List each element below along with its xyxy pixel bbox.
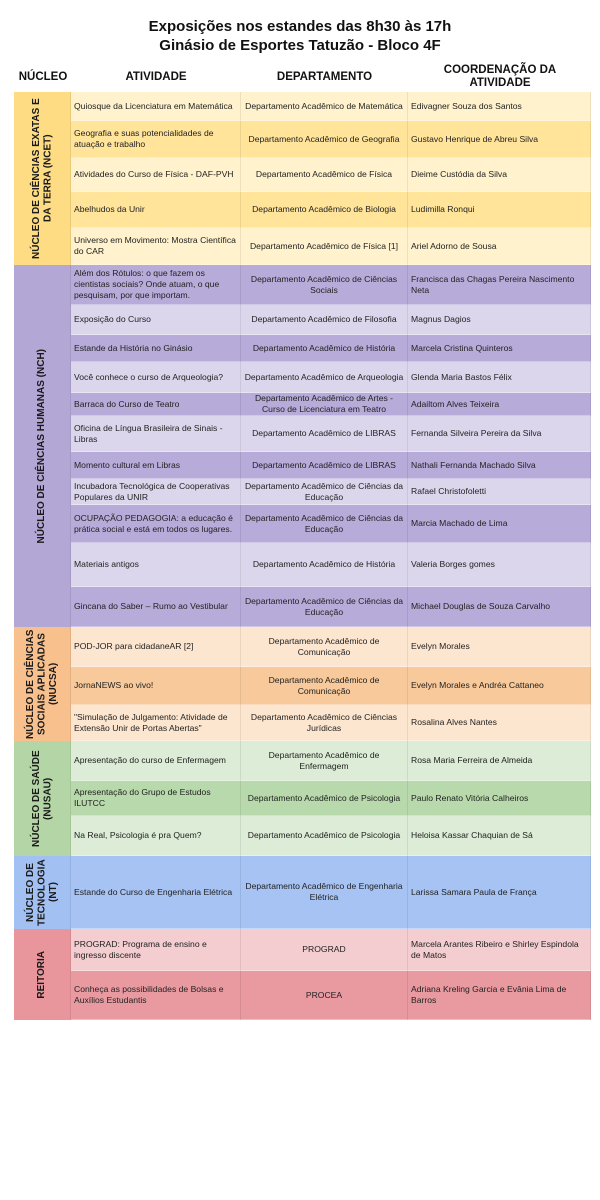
header-coordenacao: COORDENAÇÃO DA ATIVIDADE — [443, 64, 557, 89]
table-cell-coordenacao: Adailtom Alves Teixeira — [408, 393, 591, 416]
nucleo-label-cell: NÚCLEO DE TECNOLOGIA (NT) — [14, 856, 71, 929]
nucleo-name: NÚCLEO DE CIÊNCIAS SOCIAIS APLICADAS (NU… — [24, 629, 59, 739]
table-cell-atividade: Exposição do Curso — [71, 305, 241, 335]
table-cell-coordenacao: Glenda Maria Bastos Félix — [408, 362, 591, 393]
table-cell-atividade: POD-JOR para cidadaneAR [2] — [71, 627, 241, 667]
table-cell-coordenacao: Michael Douglas de Souza Carvalho — [408, 587, 591, 627]
table-cell-departamento: Departamento Acadêmico de Filosofia — [241, 305, 408, 335]
table-cell-coordenacao: Nathali Fernanda Machado Silva — [408, 452, 591, 479]
table-cell-coordenacao: Adriana Kreling Garcia e Evânia Lima de … — [408, 971, 591, 1020]
table-cell-atividade: Estande da História no Ginásio — [71, 335, 241, 362]
nucleo-name: NÚCLEO DE CIÊNCIAS HUMANAS (NCH) — [36, 348, 48, 544]
nucleo-name: REITORIA — [36, 950, 48, 999]
table-cell-departamento: Departamento Acadêmico de Ciências da Ed… — [241, 505, 408, 543]
table-cell-departamento: Departamento Acadêmico de Ciências da Ed… — [241, 479, 408, 505]
table-cell-coordenacao: Marcela Cristina Quinteros — [408, 335, 591, 362]
header-atividade: ATIVIDADE — [125, 70, 187, 83]
table-cell-departamento: Departamento Acadêmico de LIBRAS — [241, 452, 408, 479]
table-cell-coordenacao: Heloisa Kassar Chaquian de Sá — [408, 816, 591, 856]
nucleo-name: NÚCLEO DE CIÊNCIAS EXATAS E DA TERRA (NC… — [30, 98, 54, 259]
nucleo-label-cell: NÚCLEO DE CIÊNCIAS HUMANAS (NCH) — [14, 265, 71, 627]
table-cell-atividade: JornaNEWS ao vivo! — [71, 667, 241, 705]
nucleo-label-cell: NÚCLEO DE CIÊNCIAS EXATAS E DA TERRA (NC… — [14, 92, 71, 265]
table-cell-atividade: Você conhece o curso de Arqueologia? — [71, 362, 241, 393]
table-cell-coordenacao: Fernanda Silveira Pereira da Silva — [408, 416, 591, 452]
table-cell-departamento: Departamento Acadêmico de Matemática — [241, 92, 408, 121]
table-cell-departamento: Departamento Acadêmico de Biologia — [241, 192, 408, 228]
table-cell-departamento: Departamento Acadêmico de Artes - Curso … — [241, 393, 408, 416]
header-nucleo: NÚCLEO — [18, 70, 68, 83]
table-cell-atividade: Apresentação do curso de Enfermagem — [71, 741, 241, 781]
table-cell-coordenacao: Evelyn Morales — [408, 627, 591, 667]
table-cell-atividade: Abelhudos da Unir — [71, 192, 241, 228]
table-cell-departamento: Departamento Acadêmico de Arqueologia — [241, 362, 408, 393]
table-cell-atividade: PROGRAD: Programa de ensino e ingresso d… — [71, 929, 241, 971]
table-cell-coordenacao: Dieime Custódia da Silva — [408, 158, 591, 192]
table-cell-atividade: Geografia e suas potencialidades de atua… — [71, 121, 241, 158]
table-cell-departamento: Departamento Acadêmico de História — [241, 543, 408, 587]
table-cell-departamento: Departamento Acadêmico de Engenharia Elé… — [241, 856, 408, 929]
table-cell-departamento: Departamento Acadêmico de Comunicação — [241, 627, 408, 667]
table-cell-atividade: Na Real, Psicologia é pra Quem? — [71, 816, 241, 856]
table-cell-departamento: Departamento Acadêmico de Comunicação — [241, 667, 408, 705]
table-cell-atividade: "Simulação de Julgamento: Atividade de E… — [71, 705, 241, 741]
table-cell-coordenacao: Rafael Christofoletti — [408, 479, 591, 505]
table-cell-departamento: Departamento Acadêmico de Psicologia — [241, 781, 408, 816]
table-cell-departamento: Departamento Acadêmico de Física — [241, 158, 408, 192]
table-cell-atividade: Universo em Movimento: Mostra Científica… — [71, 228, 241, 265]
table-cell-coordenacao: Gustavo Henrique de Abreu Silva — [408, 121, 591, 158]
table-cell-coordenacao: Paulo Renato Vitória Calheiros — [408, 781, 591, 816]
table-cell-atividade: Conheça as possibilidades de Bolsas e Au… — [71, 971, 241, 1020]
table-cell-coordenacao: Ariel Adorno de Sousa — [408, 228, 591, 265]
nucleo-label-cell: NÚCLEO DE SAÚDE (NUSAU) — [14, 741, 71, 856]
table-cell-departamento: Departamento Acadêmico de Enfermagem — [241, 741, 408, 781]
table-cell-coordenacao: Larissa Samara Paula de França — [408, 856, 591, 929]
table-cell-coordenacao: Magnus Dagios — [408, 305, 591, 335]
table-cell-atividade: Oficina de Língua Brasileira de Sinais -… — [71, 416, 241, 452]
table-cell-coordenacao: Rosalina Alves Nantes — [408, 705, 591, 741]
nucleo-name: NÚCLEO DE TECNOLOGIA (NT) — [24, 859, 59, 926]
table-cell-atividade: Estande do Curso de Engenharia Elétrica — [71, 856, 241, 929]
table-cell-coordenacao: Marcia Machado de Lima — [408, 505, 591, 543]
table-cell-departamento: Departamento Acadêmico de História — [241, 335, 408, 362]
table-cell-departamento: Departamento Acadêmico de Geografia — [241, 121, 408, 158]
table-cell-departamento: Departamento Acadêmico de Ciências da Ed… — [241, 587, 408, 627]
nucleo-label-cell: REITORIA — [14, 929, 71, 1020]
table-cell-atividade: Barraca do Curso de Teatro — [71, 393, 241, 416]
page-title-line-2: Ginásio de Esportes Tatuzão - Bloco 4F — [159, 37, 441, 54]
table-cell-coordenacao: Marcela Arantes Ribeiro e Shirley Espind… — [408, 929, 591, 971]
table-cell-coordenacao: Francisca das Chagas Pereira Nascimento … — [408, 265, 591, 305]
table-cell-departamento: Departamento Acadêmico de Psicologia — [241, 816, 408, 856]
table-cell-coordenacao: Ludimilla Ronqui — [408, 192, 591, 228]
nucleo-name: NÚCLEO DE SAÚDE (NUSAU) — [30, 750, 54, 847]
table-cell-atividade: Incubadora Tecnológica de Cooperativas P… — [71, 479, 241, 505]
table-cell-atividade: Materiais antigos — [71, 543, 241, 587]
table-cell-departamento: PROGRAD — [241, 929, 408, 971]
table-cell-atividade: Momento cultural em Libras — [71, 452, 241, 479]
nucleo-label-cell: NÚCLEO DE CIÊNCIAS SOCIAIS APLICADAS (NU… — [14, 627, 71, 741]
table-cell-atividade: Gincana do Saber – Rumo ao Vestibular — [71, 587, 241, 627]
header-departamento: DEPARTAMENTO — [276, 70, 373, 83]
page-title-line-1: Exposições nos estandes das 8h30 às 17h — [148, 18, 452, 35]
table-cell-departamento: Departamento Acadêmico de LIBRAS — [241, 416, 408, 452]
table-cell-departamento: PROCEA — [241, 971, 408, 1020]
table-cell-departamento: Departamento Acadêmico de Ciências Juríd… — [241, 705, 408, 741]
table-cell-coordenacao: Rosa Maria Ferreira de Almeida — [408, 741, 591, 781]
table-cell-coordenacao: Evelyn Morales e Andréa Cattaneo — [408, 667, 591, 705]
table-cell-atividade: Atividades do Curso de Física - DAF-PVH — [71, 158, 241, 192]
table-cell-atividade: Além dos Rótulos: o que fazem os cientis… — [71, 265, 241, 305]
table-cell-atividade: Quiosque da Licenciatura em Matemática — [71, 92, 241, 121]
table-cell-departamento: Departamento Acadêmico de Física [1] — [241, 228, 408, 265]
table-cell-departamento: Departamento Acadêmico de Ciências Socia… — [241, 265, 408, 305]
table-cell-coordenacao: Valeria Borges gomes — [408, 543, 591, 587]
table-cell-atividade: Apresentação do Grupo de Estudos ILUTCC — [71, 781, 241, 816]
table-cell-coordenacao: Edivagner Souza dos Santos — [408, 92, 591, 121]
table-cell-atividade: OCUPAÇÃO PEDAGOGIA: a educação é prática… — [71, 505, 241, 543]
